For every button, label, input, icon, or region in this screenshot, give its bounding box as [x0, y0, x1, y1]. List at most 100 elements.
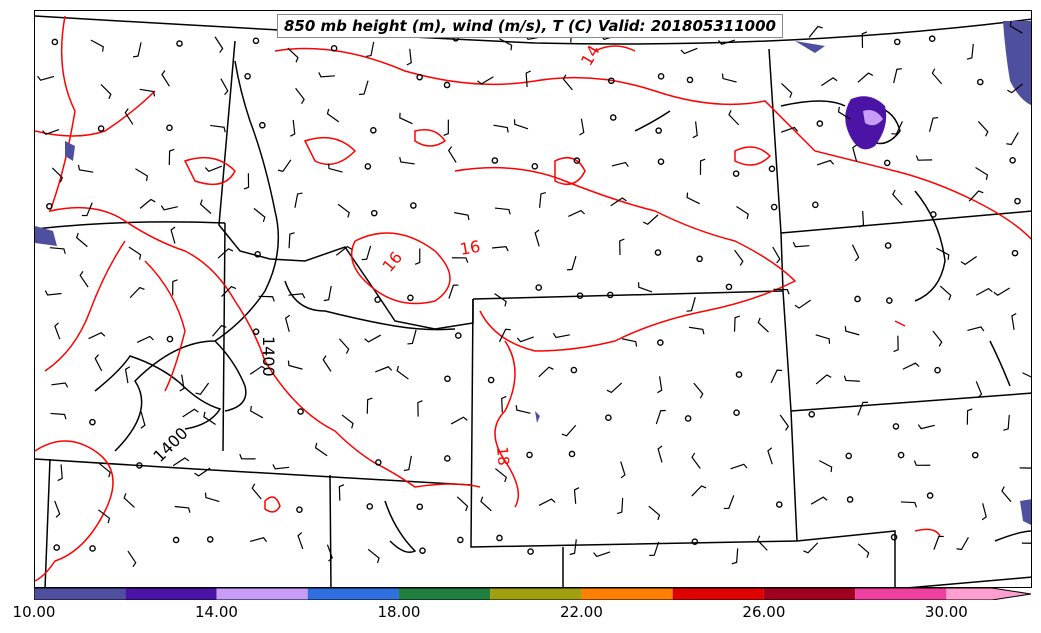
wind-barb [97, 509, 111, 524]
wind-barb [494, 293, 507, 307]
wind-barb [975, 166, 989, 180]
wa-or-border [35, 221, 226, 230]
wind-barb [204, 492, 220, 503]
wind-barb [772, 246, 781, 264]
colorbar-outline [34, 588, 1032, 600]
calm-wind-marker [971, 451, 979, 459]
wind-barb [794, 299, 811, 309]
colorbar-segment [763, 588, 856, 600]
wind-barb [686, 192, 700, 205]
calm-wind-marker [686, 76, 694, 84]
colorbar-tick-label: 30.00 [924, 603, 968, 621]
map-title: 850 mb height (m), wind (m/s), T (C) Val… [277, 14, 783, 38]
wind-barb [172, 457, 190, 467]
wind-barb [821, 77, 838, 87]
calm-wind-marker [487, 376, 495, 384]
wind-barbs [37, 17, 1031, 568]
wind-barb [734, 249, 744, 266]
calm-wind-marker [926, 492, 934, 499]
calm-wind-marker [890, 533, 898, 541]
calm-wind-marker [892, 423, 900, 430]
calm-wind-marker [531, 163, 539, 170]
calm-wind-marker [444, 375, 451, 383]
wind-barb [210, 124, 226, 133]
wind-barb [287, 360, 303, 370]
calm-wind-marker [808, 410, 816, 418]
calm-wind-marker [886, 297, 893, 304]
calm-wind-marker [297, 408, 304, 415]
calm-wind-marker [416, 73, 423, 81]
wind-barb [569, 539, 577, 556]
wind-barb [515, 405, 531, 414]
wind-barb [620, 461, 626, 479]
wind-barb [367, 548, 380, 564]
wind-barb [294, 192, 303, 208]
wind-barb [77, 164, 94, 173]
wind-barb [454, 212, 470, 221]
wind-barb [54, 500, 61, 518]
wind-barb [1009, 20, 1023, 34]
canada-border [35, 15, 1031, 45]
wind-barb [135, 168, 149, 182]
wind-barb [770, 369, 783, 384]
wind-barb [648, 505, 661, 521]
wind-barb [917, 424, 935, 430]
colorbar-segment [125, 588, 217, 600]
colorbar-tick-label: 10.00 [12, 603, 56, 621]
wind-barb [37, 75, 55, 81]
calm-wind-marker [897, 451, 905, 459]
wind-barb [403, 455, 412, 472]
colorbar-segment [307, 588, 399, 600]
wind-barb [981, 503, 987, 521]
wind-barb [287, 47, 299, 63]
wind-barb [399, 157, 415, 165]
wind-barb [194, 467, 211, 477]
colorbar-segment [855, 588, 947, 600]
calm-wind-marker [934, 366, 941, 374]
wind-barb [606, 382, 623, 394]
calm-wind-marker [1009, 157, 1016, 164]
wind-barb [139, 198, 156, 209]
wind-barb [731, 548, 739, 565]
wind-barb [179, 374, 185, 392]
wind-barb [75, 232, 88, 248]
wind-barb [365, 41, 375, 58]
wind-barb [51, 382, 69, 388]
wind-barb [851, 244, 860, 262]
calm-wind-marker [176, 40, 183, 47]
sd-ne-border [790, 392, 1031, 412]
wind-barb [288, 232, 295, 249]
calm-wind-marker [654, 249, 662, 256]
wind-barb [767, 447, 773, 465]
wind-barb [100, 83, 112, 100]
wind-barb [338, 484, 345, 501]
wind-barb [123, 493, 135, 508]
wind-barb [562, 74, 573, 91]
wind-barb [538, 498, 556, 507]
wind-barb [295, 87, 305, 104]
wind-barb [450, 416, 468, 425]
wind-barb [642, 214, 659, 225]
height-contours [94, 60, 1031, 553]
wind-barb [936, 247, 950, 260]
wind-barb [326, 544, 333, 562]
wind-barb [939, 285, 952, 301]
nv-ca-border [44, 458, 51, 587]
colorbar-tick-label: 14.00 [194, 603, 238, 621]
wind-barb [655, 409, 666, 425]
wind-barb [79, 270, 89, 288]
calm-wind-marker [568, 450, 576, 458]
wind-barb [513, 119, 529, 130]
height-label-2: 1400 [149, 424, 191, 466]
nv-ut-border [35, 458, 472, 486]
wyoming-south-border [470, 298, 798, 548]
calm-wind-marker [733, 409, 740, 416]
calm-wind-marker [812, 201, 819, 209]
wind-barb [44, 290, 62, 296]
wind-barb [516, 336, 534, 343]
idaho-east-border [218, 40, 474, 330]
wind-barb [858, 210, 865, 228]
calm-wind-marker [535, 284, 543, 291]
wind-barb [338, 338, 350, 354]
state-boundaries [35, 15, 1031, 587]
